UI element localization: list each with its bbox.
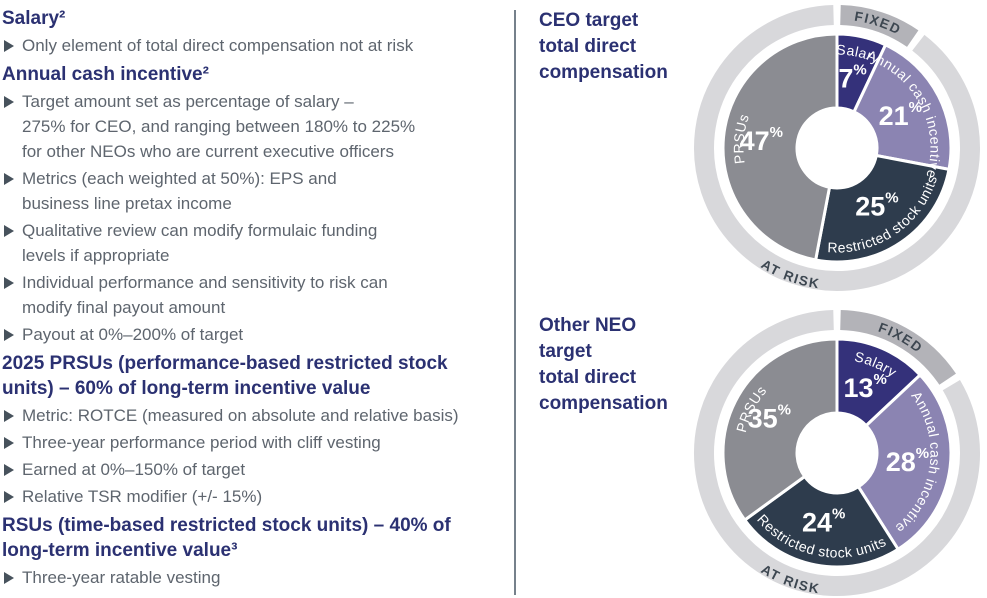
neo-chart-block: Other NEO target total direct compensati…	[539, 307, 987, 598]
bullet-item: Payout at 0%–200% of target	[2, 322, 508, 347]
bullet-arrow-icon	[4, 464, 14, 476]
bullet-arrow-icon	[4, 410, 14, 422]
bullet-text: Relative TSR modifier (+/- 15%)	[22, 487, 263, 506]
bullet-item: Individual performance and sensitivity t…	[2, 270, 508, 320]
pie-slice-annual-cash-incentive	[856, 373, 953, 551]
bullet-item: Three-year performance period with cliff…	[2, 430, 508, 455]
pie-slice-restricted-stock-units	[743, 475, 900, 569]
pie-slice-restricted-stock-units	[814, 154, 951, 264]
bullet-item: Target amount set as percentage of salar…	[2, 89, 508, 164]
left-panel: Salary² Only element of total direct comp…	[2, 8, 508, 590]
bullet-text: Qualitative review can modify formulaic …	[22, 221, 378, 265]
bullet-arrow-icon	[4, 96, 14, 108]
bullet-item: Metric: ROTCE (measured on absolute and …	[2, 403, 508, 428]
slice-percent: 13%	[844, 370, 887, 403]
bullet-arrow-icon	[4, 277, 14, 289]
chart-title-ceo: CEO target total direct compensation	[539, 10, 668, 83]
chart-title-neo: Other NEO target total direct compensati…	[539, 315, 668, 414]
bullet-item: Only element of total direct compensatio…	[2, 33, 508, 58]
bullet-arrow-icon	[4, 491, 14, 503]
bullet-text: Earned at 0%–150% of target	[22, 460, 246, 479]
bullet-text: Only element of total direct compensatio…	[22, 36, 414, 55]
ring-arc-fixed	[839, 5, 919, 48]
slice-percent: 35%	[748, 401, 791, 434]
bullet-arrow-icon	[4, 572, 14, 584]
section-heading: 2025 PRSUs (performance-based restricted…	[2, 353, 448, 399]
bullet-item: Qualitative review can modify formulaic …	[2, 218, 508, 268]
bullet-text: Individual performance and sensitivity t…	[22, 273, 388, 317]
ring-arc-at-risk	[694, 310, 980, 596]
vertical-divider	[514, 10, 516, 595]
section-heading: Annual cash incentive²	[2, 64, 209, 85]
bullet-text: Three-year performance period with cliff…	[22, 433, 381, 452]
bullet-arrow-icon	[4, 437, 14, 449]
bullet-text: Payout at 0%–200% of target	[22, 325, 244, 344]
charts-panel: CEO target total direct compensation FIX…	[516, 0, 987, 598]
bullet-arrow-icon	[4, 329, 14, 341]
ring-arc-at-risk	[694, 5, 980, 291]
slice-label: PRSUs	[730, 112, 752, 165]
bullet-text: Three-year ratable vesting	[22, 568, 221, 587]
ring-arc-fixed	[839, 310, 956, 385]
bullet-item: Earned at 0%–150% of target	[2, 457, 508, 482]
bullet-text: Target amount set as percentage of salar…	[22, 92, 416, 161]
bullet-item: Three-year ratable vesting	[2, 565, 508, 590]
bullet-arrow-icon	[4, 225, 14, 237]
section-heading: RSUs (time-based restricted stock units)…	[2, 515, 451, 561]
bullet-text: Metrics (each weighted at 50%): EPS and …	[22, 169, 337, 213]
pie-slice-prsus	[721, 337, 839, 522]
bullet-item: Metrics (each weighted at 50%): EPS and …	[2, 166, 508, 216]
ceo-chart-block: CEO target total direct compensation FIX…	[539, 2, 987, 294]
bullet-arrow-icon	[4, 40, 14, 52]
bullet-text: Metric: ROTCE (measured on absolute and …	[22, 406, 459, 425]
pie-slice-annual-cash-incentive	[852, 43, 953, 171]
pie-slice-prsus	[721, 32, 839, 262]
bullet-item: Relative TSR modifier (+/- 15%)	[2, 484, 508, 509]
bullet-arrow-icon	[4, 173, 14, 185]
section-heading: Salary²	[2, 8, 66, 29]
